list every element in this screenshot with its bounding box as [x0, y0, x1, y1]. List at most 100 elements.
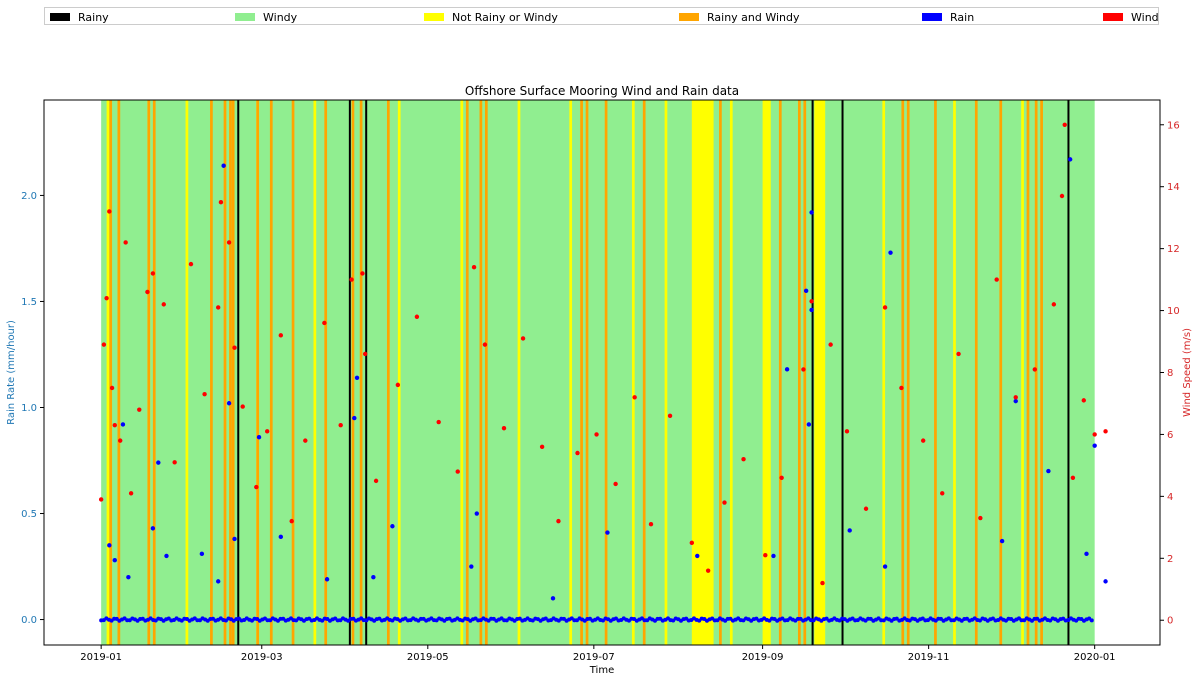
band-rainy-and-windy: [223, 100, 227, 645]
legend-label: Rain: [950, 10, 975, 24]
band-rainy-and-windy: [604, 100, 608, 645]
wind-point: [520, 336, 526, 341]
band-not-rainy-or-windy: [814, 100, 826, 645]
rain-point: [156, 460, 161, 465]
band-not-rainy-or-windy: [185, 100, 189, 645]
wind-point: [1070, 475, 1076, 480]
x-tick-label: 2019-03: [241, 652, 283, 663]
band-not-rainy-or-windy: [106, 100, 110, 645]
wind-point: [882, 305, 888, 310]
wind-point: [501, 426, 507, 431]
rain-point: [474, 511, 479, 516]
band-rainy-and-windy: [109, 100, 113, 645]
legend-item-windy: Windy: [235, 9, 297, 25]
wind-point: [1059, 193, 1065, 199]
rain-point: [354, 375, 360, 381]
legend-item-rainy: Rainy: [50, 9, 109, 25]
wind-point: [844, 429, 850, 434]
rain-point: [107, 543, 112, 548]
x-tick-label: 2019-05: [407, 652, 449, 663]
band-not-rainy-or-windy: [569, 100, 573, 645]
legend-item-not-rainy-or-windy: Not Rainy or Windy: [424, 9, 558, 25]
band-rainy: [237, 100, 240, 645]
rain-point: [1092, 443, 1097, 448]
y-tick-label-left: 2.0: [21, 191, 37, 202]
wind-point: [216, 305, 221, 310]
legend: Rainy Windy Not Rainy or Windy Rainy and Wi…: [44, 7, 1159, 25]
y-tick-label-right: 6: [1167, 430, 1173, 441]
legend-item-wind: Wind: [1103, 9, 1159, 25]
wind-point: [360, 271, 365, 276]
wind-point: [101, 342, 107, 347]
band-rainy-and-windy: [465, 100, 469, 645]
wind-point: [289, 518, 294, 524]
rain-point: [150, 526, 156, 531]
wind-point: [828, 342, 833, 347]
band-rainy: [348, 100, 351, 645]
chart-title: Offshore Surface Mooring Wind and Rain d…: [465, 84, 739, 98]
rain-point: [256, 434, 262, 440]
wind-point: [218, 199, 224, 205]
band-rainy-and-windy: [324, 100, 328, 645]
wind-point: [667, 413, 673, 419]
band-rainy-and-windy: [291, 100, 295, 645]
wind-point: [436, 419, 441, 425]
wind-point: [956, 351, 961, 357]
wind-point: [482, 342, 488, 347]
y-tick-label-left: 1.5: [21, 297, 37, 308]
wind-point: [128, 491, 134, 496]
band-not-rainy-or-windy: [953, 100, 956, 645]
wind-point: [349, 277, 354, 282]
wind-point: [1092, 432, 1097, 437]
wind-point: [254, 484, 259, 490]
wind-point: [395, 382, 401, 388]
wind-point: [689, 540, 695, 546]
wind-point: [161, 302, 166, 307]
rain-point: [806, 422, 812, 427]
wind-point: [820, 580, 825, 586]
wind-point: [863, 506, 869, 511]
rain-point: [232, 536, 237, 542]
wind-point: [362, 351, 368, 357]
wind-point: [920, 438, 926, 443]
y-tick-label-right: 14: [1167, 182, 1180, 193]
axes: 2019-01 2019-03 2019-05 2019-07 2019-09 2019-…: [21, 120, 1180, 663]
wind-point: [123, 240, 128, 245]
rain-point: [112, 557, 117, 563]
rain-baseline-point: [1089, 618, 1094, 623]
rain-point: [1013, 398, 1018, 404]
band-rainy-and-windy: [359, 100, 363, 645]
x-tick-label: 2019-01: [80, 652, 122, 663]
wind-point: [1081, 398, 1086, 403]
rain-point: [324, 577, 330, 582]
band-rainy-and-windy: [974, 100, 978, 645]
wind-point: [322, 320, 327, 326]
rain-point: [1084, 551, 1089, 557]
rain-point: [550, 596, 556, 601]
band-not-rainy-or-windy: [729, 100, 733, 645]
band-rainy-and-windy: [351, 100, 355, 645]
y-tick-label-right: 10: [1167, 306, 1180, 317]
wind-point: [809, 299, 814, 304]
wind-point: [226, 240, 232, 245]
band-rainy-and-windy: [386, 100, 390, 645]
wind-point: [779, 475, 784, 480]
wind-point: [763, 552, 768, 558]
legend-item-rain: Rain: [922, 9, 974, 25]
wind-point: [265, 429, 270, 434]
wind-point: [1051, 302, 1057, 307]
y-tick-label-left: 0.0: [21, 615, 37, 626]
wind-point: [202, 391, 207, 397]
band-rainy: [1067, 100, 1070, 645]
rain-point: [847, 528, 852, 533]
wind-point: [112, 422, 117, 428]
rain-point: [221, 163, 226, 168]
y-tick-label-right: 4: [1167, 492, 1173, 503]
band-rainy-and-windy: [934, 100, 937, 645]
band-rainy: [841, 100, 844, 645]
band-rainy: [811, 100, 814, 645]
rain-point: [216, 579, 221, 584]
wind-point: [1032, 367, 1037, 372]
wind-point: [940, 491, 945, 496]
